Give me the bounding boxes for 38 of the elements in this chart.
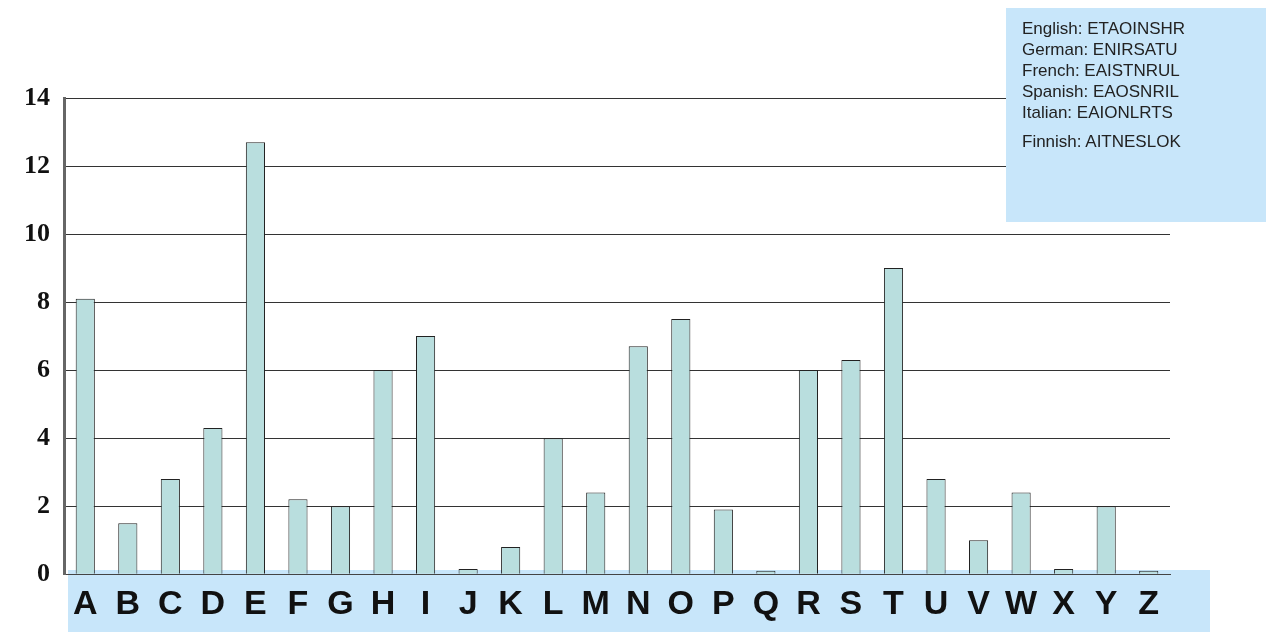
x-tick-label: E bbox=[244, 582, 267, 621]
text-box: English: ETAOINSHR German: ENIRSATU French: EAISTNRUL Spanish: EAOSNRIL Italian: EAIONLRTS Finnish: AITNESLOK bbox=[1006, 8, 1266, 222]
x-tick-label: D bbox=[200, 582, 226, 621]
x-tick-label: L bbox=[542, 582, 564, 621]
x-tick-label: R bbox=[796, 582, 821, 621]
y-tick-label: 2 bbox=[37, 489, 50, 519]
x-tick-label: N bbox=[625, 582, 651, 621]
x-tick-label: M bbox=[581, 582, 610, 621]
x-tick-label: U bbox=[923, 582, 949, 621]
y-tick-label: 10 bbox=[24, 217, 50, 247]
y-tick-label: 12 bbox=[24, 149, 50, 179]
annotation: Finnish: AITNESLOK bbox=[1022, 131, 1182, 152]
x-tick-label: Z bbox=[1138, 582, 1160, 621]
x-tick-label: X bbox=[1052, 582, 1076, 621]
y-tick-label: 4 bbox=[37, 421, 50, 451]
x-tick-label: C bbox=[158, 582, 183, 621]
x-tick-label: P bbox=[712, 582, 735, 621]
x-tick-label: V bbox=[967, 582, 991, 621]
x-tick-label: H bbox=[370, 582, 396, 621]
x-tick-label: K bbox=[498, 582, 524, 621]
x-tick-label: Q bbox=[752, 582, 780, 621]
x-tick-label: T bbox=[883, 582, 905, 621]
y-tick-label: 6 bbox=[37, 353, 50, 383]
x-tick-label: F bbox=[287, 582, 309, 621]
x-tick-label: W bbox=[1005, 582, 1039, 621]
x-tick-label: A bbox=[72, 582, 98, 621]
x-tick-label: S bbox=[839, 582, 863, 621]
x-tick-label: O bbox=[667, 582, 695, 621]
y-tick-label: 0 bbox=[37, 557, 50, 587]
x-tick-label: Y bbox=[1094, 582, 1118, 621]
x-tick-label: J bbox=[458, 582, 478, 621]
x-tick-label: I bbox=[420, 582, 431, 621]
annotation: Spanish: EAOSNRIL bbox=[1022, 81, 1180, 102]
y-tick-label: 14 bbox=[24, 81, 50, 111]
y-tick-label: 8 bbox=[37, 285, 50, 315]
x-tick-label: G bbox=[327, 582, 354, 621]
x-tick-label: B bbox=[115, 582, 141, 621]
annotation: Italian: EAIONLRTS bbox=[1022, 102, 1174, 123]
